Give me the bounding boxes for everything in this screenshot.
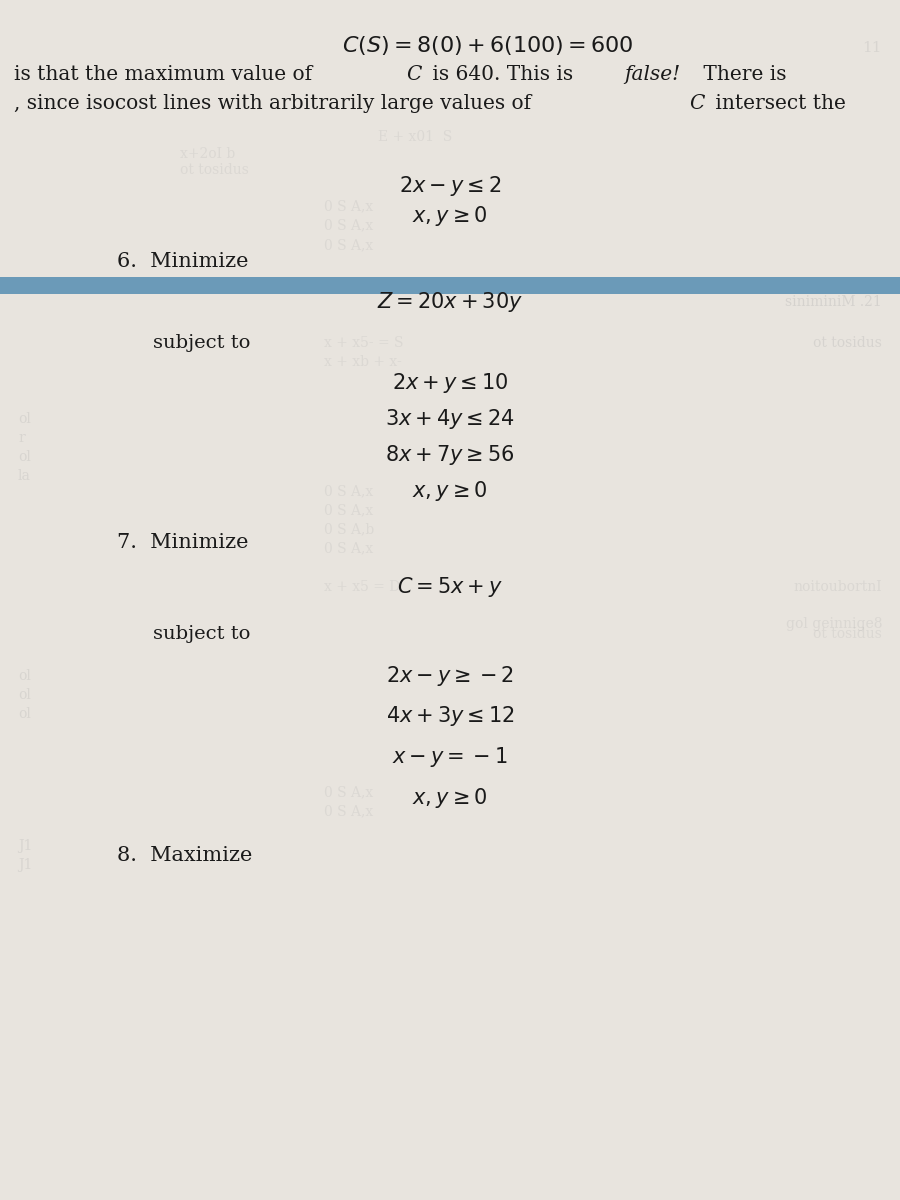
Text: J1: J1 — [18, 839, 32, 853]
Text: ot tosidus: ot tosidus — [813, 336, 882, 350]
Text: subject to: subject to — [153, 334, 250, 353]
Text: is that the maximum value of: is that the maximum value of — [14, 65, 318, 84]
Text: intersect the: intersect the — [709, 94, 846, 113]
Text: x + xb + x-: x + xb + x- — [324, 355, 401, 370]
Text: $2x - y \leq 2$: $2x - y \leq 2$ — [399, 174, 501, 198]
Bar — [0, 277, 900, 294]
Text: 0 S A,x: 0 S A,x — [324, 503, 374, 517]
Text: is 640. This is: is 640. This is — [427, 65, 580, 84]
Text: , since isocost lines with arbitrarily large values of: , since isocost lines with arbitrarily l… — [14, 94, 537, 113]
Text: x + x5- = S: x + x5- = S — [324, 336, 403, 350]
Text: ol: ol — [18, 668, 31, 683]
Text: x + x5 = D: x + x5 = D — [324, 580, 400, 594]
Text: 0 S A,b: 0 S A,b — [324, 522, 374, 536]
Text: $x, y \geq 0$: $x, y \geq 0$ — [412, 786, 488, 810]
Text: J1: J1 — [18, 858, 32, 872]
Text: false!: false! — [625, 65, 680, 84]
Text: There is: There is — [697, 65, 787, 84]
Text: 6.  Minimize: 6. Minimize — [117, 252, 248, 271]
Text: 0 S A,x: 0 S A,x — [324, 785, 374, 799]
Text: C: C — [689, 94, 705, 113]
Text: 0 S A,x: 0 S A,x — [324, 541, 374, 556]
Text: ol: ol — [18, 450, 31, 464]
Text: $4x + 3y \leq 12$: $4x + 3y \leq 12$ — [385, 704, 515, 728]
Text: noitoubortnI: noitoubortnI — [794, 580, 882, 594]
Text: $2x + y \leq 10$: $2x + y \leq 10$ — [392, 371, 508, 395]
Text: $C = 5x + y$: $C = 5x + y$ — [397, 575, 503, 599]
Text: x+2oI b: x+2oI b — [180, 146, 235, 161]
Text: 0 S A,x: 0 S A,x — [324, 238, 374, 252]
Text: $x - y = -1$: $x - y = -1$ — [392, 745, 508, 769]
Text: la: la — [18, 469, 31, 484]
Text: 0 S A,x: 0 S A,x — [324, 199, 374, 214]
Text: ol: ol — [18, 412, 31, 426]
Text: 11: 11 — [862, 41, 882, 55]
Text: 7.  Minimize: 7. Minimize — [117, 533, 248, 552]
Text: $8x + 7y \geq 56$: $8x + 7y \geq 56$ — [385, 443, 515, 467]
Text: $x, y \geq 0$: $x, y \geq 0$ — [412, 479, 488, 503]
Text: $C(S) = 8(0) + 6(100) = 600$: $C(S) = 8(0) + 6(100) = 600$ — [342, 34, 634, 58]
Text: E + x01  S: E + x01 S — [378, 130, 452, 144]
Text: ot tosidus: ot tosidus — [180, 163, 249, 178]
Text: 8.  Maximize: 8. Maximize — [117, 846, 252, 865]
Text: 0 S A,x: 0 S A,x — [324, 484, 374, 498]
Text: gol geinnige8: gol geinnige8 — [786, 617, 882, 631]
Text: $Z = 20x + 30y$: $Z = 20x + 30y$ — [377, 290, 523, 314]
Text: siniminiM .21: siniminiM .21 — [785, 295, 882, 310]
Text: $2x - y \geq -2$: $2x - y \geq -2$ — [386, 664, 514, 688]
Text: r: r — [18, 431, 25, 445]
Text: $3x + 4y \leq 24$: $3x + 4y \leq 24$ — [385, 407, 515, 431]
Text: ot tosidus: ot tosidus — [813, 626, 882, 641]
Text: ol: ol — [18, 688, 31, 702]
Text: ol: ol — [18, 707, 31, 721]
Text: $x, y \geq 0$: $x, y \geq 0$ — [412, 204, 488, 228]
Text: 0 S A,x: 0 S A,x — [324, 804, 374, 818]
Text: C: C — [407, 65, 422, 84]
Text: 0 S A,x: 0 S A,x — [324, 218, 374, 233]
Text: subject to: subject to — [153, 624, 250, 643]
